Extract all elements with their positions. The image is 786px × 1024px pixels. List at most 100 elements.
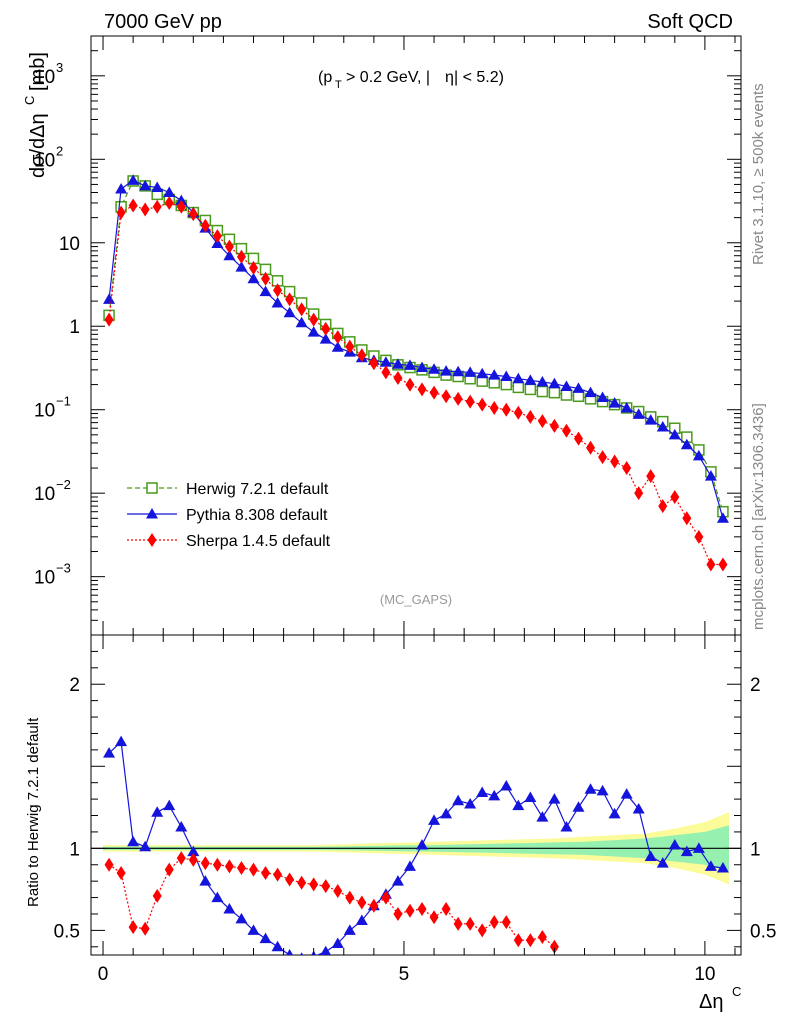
data-point-herwig [500,378,513,391]
ratio-point-pythia [103,747,116,758]
ratio-y-tick-label: 1 [69,839,80,860]
series-herwig [103,175,729,518]
ratio-point-pythia [656,857,669,868]
data-point-sherpa [128,198,138,213]
ratio-point-pythia [716,862,729,873]
data-point-sherpa [586,440,596,455]
y-tick-label: 10 −3 [34,561,71,589]
ratio-point-sherpa [369,898,379,913]
x-tick-label: 0 [98,964,109,985]
data-point-sherpa [104,312,114,327]
data-point-sherpa [598,450,608,465]
ratio-point-sherpa [200,856,210,871]
data-point-sherpa [441,389,451,404]
ratio-point-pythia [259,932,272,944]
ratio-point-pythia [620,788,633,799]
svg-text:10: 10 [34,67,55,88]
data-point-pythia [259,285,272,297]
ratio-point-sherpa [273,867,283,882]
data-point-sherpa [297,302,307,317]
svg-text:10: 10 [34,568,55,589]
data-point-pythia [403,359,416,370]
ratio-point-pythia [608,807,621,819]
data-point-sherpa [164,195,174,210]
data-point-sherpa [261,271,271,286]
data-point-pythia [704,470,717,481]
legend-marker-herwig [146,482,158,494]
ratio-point-pythia [476,786,489,798]
ratio-point-pythia [343,924,356,935]
data-point-sherpa [706,557,716,572]
data-point-pythia [596,391,609,403]
data-point-pythia [500,370,513,381]
ratio-series-sherpa [104,851,559,954]
ratio-point-pythia [572,801,585,812]
ratio-point-sherpa [393,906,403,921]
ratio-point-sherpa [357,895,367,910]
data-point-sherpa [393,370,403,385]
data-point-sherpa [249,260,258,275]
svg-text:2: 2 [56,143,63,158]
svg-text:−2: −2 [56,477,71,492]
ratio-point-pythia [391,875,404,886]
ratio-point-pythia [300,952,304,955]
ratio-point-sherpa [549,939,559,954]
ratio-point-pythia [632,802,645,814]
ratio-point-sherpa [152,888,162,903]
data-point-sherpa [212,229,222,244]
legend-label: Pythia 8.308 default [186,507,328,524]
ratio-point-pythia [596,784,609,796]
x-tick-label: 5 [399,964,410,985]
legend-marker-pythia [146,508,158,519]
legend-marker-sherpa [147,533,157,547]
data-point-pythia [440,365,453,376]
ratio-point-sherpa [381,890,391,905]
ratio-point-sherpa [333,884,343,898]
data-point-sherpa [381,365,391,380]
data-point-sherpa [694,529,704,544]
data-point-pythia [235,261,248,272]
legend: Herwig 7.2.1 default Pythia 8.308 default… [127,481,331,550]
data-point-sherpa [610,454,620,469]
ratio-point-pythia [584,783,597,794]
ratio-point-pythia [163,799,176,811]
data-point-pythia [115,183,128,194]
ratio-point-sherpa [321,879,331,894]
data-point-sherpa [405,377,415,392]
data-point-pythia [572,382,585,393]
energy-label: 7000 GeV pp [104,11,222,33]
data-point-pythia [548,377,561,389]
data-point-sherpa [561,423,571,438]
legend-item-herwig: Herwig 7.2.1 default [127,481,329,498]
series-pythia [103,174,729,523]
ratio-y-tick-label: 2 [69,675,80,696]
ratio-point-pythia [668,839,681,850]
svg-text:−3: −3 [56,561,71,576]
ratio-point-pythia [320,945,332,955]
ratio-point-sherpa [489,915,499,930]
ratio-point-sherpa [164,862,174,877]
ratio-point-sherpa [188,852,198,867]
ratio-point-pythia [512,799,525,811]
data-point-sherpa [176,199,186,214]
data-point-pythia [464,366,477,377]
series-line-sherpa [108,202,723,566]
ratio-point-pythia [548,793,561,804]
ratio-point-sherpa [224,859,234,874]
data-point-pythia [716,512,729,523]
series-line-herwig [108,180,724,512]
data-point-pythia [632,408,645,419]
data-point-sherpa [236,249,246,264]
data-point-pythia [271,296,284,308]
svg-text:3: 3 [56,60,63,75]
ratio-point-pythia [187,845,200,857]
data-point-sherpa [646,469,656,484]
ratio-point-sherpa [417,902,427,917]
ratio-point-sherpa [501,915,511,930]
data-point-pythia [452,365,465,377]
data-point-sherpa [453,391,463,406]
y-tick-label: 10 2 [34,143,63,171]
ratio-point-pythia [524,791,537,802]
mcplots-label: mcplots.cern.ch [arXiv:1306.3436] [750,403,767,630]
